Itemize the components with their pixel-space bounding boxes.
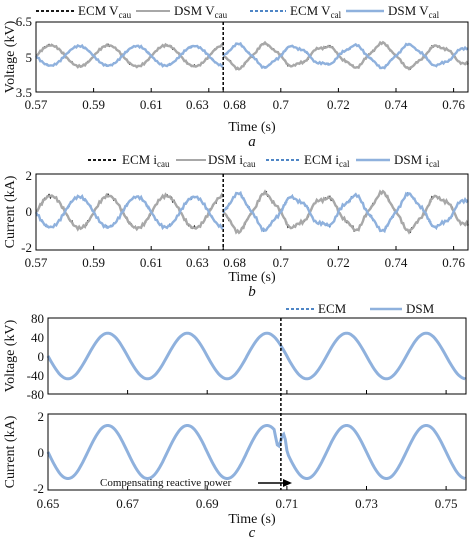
- chart-c: ECM DSM 80 40 0 -40 -80 2 0 -2 0.65 0.67 0…: [3, 301, 467, 539]
- xtick-b-7: 0.74: [385, 255, 408, 270]
- legend-b-label-1: DSM icau: [208, 152, 256, 169]
- legend-b-label-2: ECM ical: [304, 152, 350, 169]
- xtick-c-2: 0.69: [196, 496, 219, 511]
- annotation-compensating: Compensating reactive power: [100, 477, 232, 489]
- ytick-b-0: 2: [26, 168, 33, 183]
- series-line-c1-1: [46, 331, 466, 381]
- xtick-b-8: 0.76: [442, 255, 465, 270]
- xtick-c-3: 0.71: [276, 496, 299, 511]
- xtick-a-1: 0.59: [82, 97, 105, 112]
- series-group-c-current: [46, 424, 466, 480]
- xtick-c-4: 0.73: [355, 496, 378, 511]
- series-group-c-voltage: [46, 331, 466, 381]
- xlabel-b: Time (s): [228, 270, 276, 285]
- legend-a-label-1: DSM Vcau: [174, 3, 228, 20]
- y-ticks-c-voltage: 80 40 0 -40 -80: [27, 311, 44, 402]
- series-line-a-3: [35, 41, 469, 70]
- xtick-a-2: 0.61: [140, 97, 163, 112]
- ytick-c1-2: 0: [38, 349, 45, 364]
- chart-b: ECM icau DSM icau ECM ical DSM ical 2 0 …: [3, 152, 470, 300]
- xtick-a-3: 0.63: [186, 97, 209, 112]
- legend-a-label-0: ECM Vcau: [78, 3, 132, 20]
- plot-frame-a: [35, 21, 469, 93]
- y-ticks-a: 6.5 5 3.5: [16, 14, 32, 100]
- x-ticks-b: 0.57 0.59 0.61 0.63 0.68 0.7 0.72 0.74 0.76: [25, 246, 465, 270]
- legend-c: ECM DSM: [286, 301, 435, 316]
- ytick-b-1: 0: [26, 204, 33, 219]
- xtick-b-5: 0.7: [273, 255, 290, 270]
- ytick-c2-0: 2: [38, 409, 45, 424]
- ytick-c1-4: -80: [27, 387, 44, 402]
- chart-a: ECM Vcau DSM Vcau ECM Vcal DSM Vcal 6.5 …: [3, 3, 469, 150]
- legend-a: ECM Vcau DSM Vcau ECM Vcal DSM Vcal: [36, 3, 440, 20]
- series-group-b: [34, 189, 470, 235]
- ytick-c2-2: -2: [33, 481, 44, 496]
- plot-frame-b: [35, 173, 469, 251]
- series-line-b-3: [34, 190, 469, 234]
- xtick-b-3: 0.63: [186, 255, 209, 270]
- series-group-a: [35, 40, 469, 71]
- legend-b-label-3: DSM ical: [394, 152, 440, 169]
- series-line-c2-1: [46, 424, 466, 480]
- xlabel-c: Time (s): [228, 512, 276, 527]
- ytick-b-2: -2: [21, 240, 32, 255]
- caption-a: a: [248, 134, 256, 150]
- xtick-a-4: 0.68: [223, 97, 246, 112]
- caption-c: c: [249, 525, 256, 539]
- caption-b: b: [248, 284, 256, 300]
- xtick-a-5: 0.7: [273, 97, 290, 112]
- plot-frame-c-current: [47, 413, 467, 491]
- ytick-a-2: 3.5: [16, 85, 32, 100]
- xtick-a-0: 0.57: [25, 97, 48, 112]
- legend-b: ECM icau DSM icau ECM ical DSM ical: [88, 152, 440, 169]
- series-line-a-1: [35, 40, 469, 71]
- ytick-c2-1: 0: [38, 445, 45, 460]
- series-line-b-1: [35, 189, 470, 235]
- xtick-a-6: 0.72: [327, 97, 350, 112]
- xtick-c-5: 0.75: [435, 496, 458, 511]
- legend-a-label-2: ECM Vcal: [290, 3, 342, 20]
- ytick-c1-3: -40: [27, 368, 44, 383]
- y-ticks-b: 2 0 -2: [21, 168, 32, 255]
- ylabel-c-current: Current (kA): [3, 415, 18, 488]
- xtick-b-4: 0.68: [223, 255, 246, 270]
- plot-frame-c-voltage: [47, 317, 467, 395]
- legend-c-label-0: ECM: [318, 301, 347, 316]
- annotation-arrow-head: [283, 479, 292, 487]
- xtick-c-1: 0.67: [116, 496, 139, 511]
- xtick-b-1: 0.59: [82, 255, 105, 270]
- ylabel-b: Current (kA): [3, 175, 18, 248]
- x-ticks-c: 0.65 0.67 0.69 0.71 0.73 0.75: [37, 390, 458, 511]
- xtick-c-0: 0.65: [37, 496, 60, 511]
- legend-a-label-3: DSM Vcal: [388, 3, 440, 20]
- y-ticks-c-current: 2 0 -2: [33, 409, 44, 496]
- ytick-a-0: 6.5: [16, 14, 32, 29]
- ylabel-c-voltage: Voltage (kV): [3, 319, 18, 392]
- x-ticks-a: 0.57 0.59 0.61 0.63 0.68 0.7 0.72 0.74 0.76: [25, 88, 465, 112]
- ytick-a-1: 5: [26, 50, 33, 65]
- xtick-a-7: 0.74: [385, 97, 408, 112]
- ylabel-a: Voltage (kV): [3, 20, 18, 93]
- xtick-b-6: 0.72: [327, 255, 350, 270]
- xtick-b-2: 0.61: [140, 255, 163, 270]
- legend-c-label-1: DSM: [406, 301, 435, 316]
- legend-b-label-0: ECM icau: [122, 152, 170, 169]
- ytick-c1-0: 80: [31, 311, 44, 326]
- ytick-c1-1: 40: [31, 330, 44, 345]
- xlabel-a: Time (s): [228, 120, 276, 135]
- xtick-a-8: 0.76: [442, 97, 465, 112]
- xtick-b-0: 0.57: [25, 255, 48, 270]
